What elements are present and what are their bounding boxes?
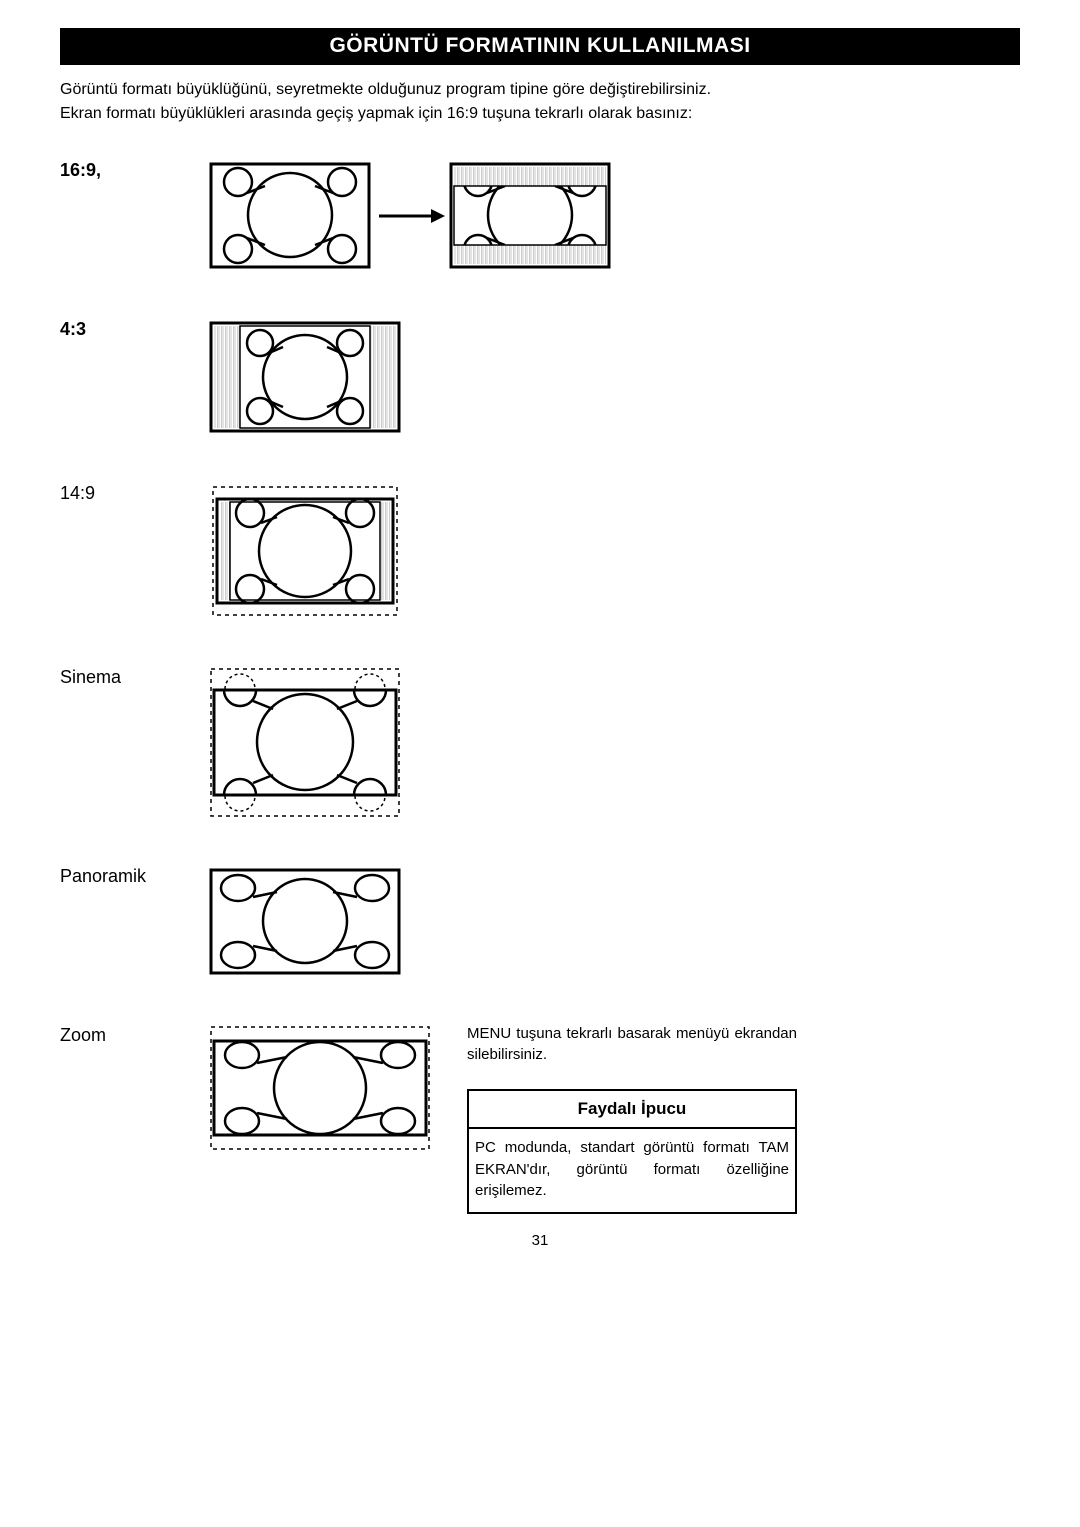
figs-14-9 (205, 481, 405, 621)
diagram-icon (205, 317, 405, 437)
intro-line: Ekran formatı büyüklükleri arasında geçi… (60, 103, 1020, 125)
figs-4-3 (205, 317, 405, 437)
tip-box: Faydalı İpucu PC modunda, standart görün… (467, 1089, 797, 1214)
diagram-icon (205, 1023, 435, 1153)
figs-16-9 (205, 158, 615, 273)
row-sinema: Sinema (60, 665, 1020, 820)
page-number: 31 (60, 1232, 1020, 1249)
intro-text: Görüntü formatı büyüklüğünü, seyretmekte… (60, 79, 1020, 124)
format-rows: 16:9, (60, 158, 1020, 1214)
label-14-9: 14:9 (60, 481, 205, 504)
figs-panoramik (205, 864, 405, 979)
manual-page: GÖRÜNTÜ FORMATININ KULLANILMASI Görüntü … (0, 0, 1080, 1249)
label-16-9: 16:9, (60, 158, 205, 181)
row-panoramik: Panoramik (60, 864, 1020, 979)
row-zoom: Zoom (60, 1023, 1020, 1214)
label-zoom: Zoom (60, 1023, 205, 1046)
label-panoramik: Panoramik (60, 864, 205, 887)
section-title: GÖRÜNTÜ FORMATININ KULLANILMASI (60, 28, 1020, 65)
zoom-side-column: MENU tuşuna tekrarlı basarak menüyü ekra… (467, 1023, 797, 1214)
label-4-3: 4:3 (60, 317, 205, 340)
diagram-icon (205, 158, 375, 273)
tip-body: PC modunda, standart görüntü formatı TAM… (469, 1129, 795, 1212)
intro-line: Görüntü formatı büyüklüğünü, seyretmekte… (60, 79, 1020, 101)
diagram-icon (205, 665, 405, 820)
row-4-3: 4:3 (60, 317, 1020, 437)
row-14-9: 14:9 (60, 481, 1020, 621)
diagram-icon (445, 158, 615, 273)
figs-zoom (205, 1023, 435, 1153)
figs-sinema (205, 665, 405, 820)
diagram-icon (205, 864, 405, 979)
label-sinema: Sinema (60, 665, 205, 688)
zoom-side-text: MENU tuşuna tekrarlı basarak menüyü ekra… (467, 1023, 797, 1065)
arrow-icon (375, 206, 445, 226)
tip-title: Faydalı İpucu (469, 1091, 795, 1129)
row-16-9: 16:9, (60, 158, 1020, 273)
diagram-icon (205, 481, 405, 621)
